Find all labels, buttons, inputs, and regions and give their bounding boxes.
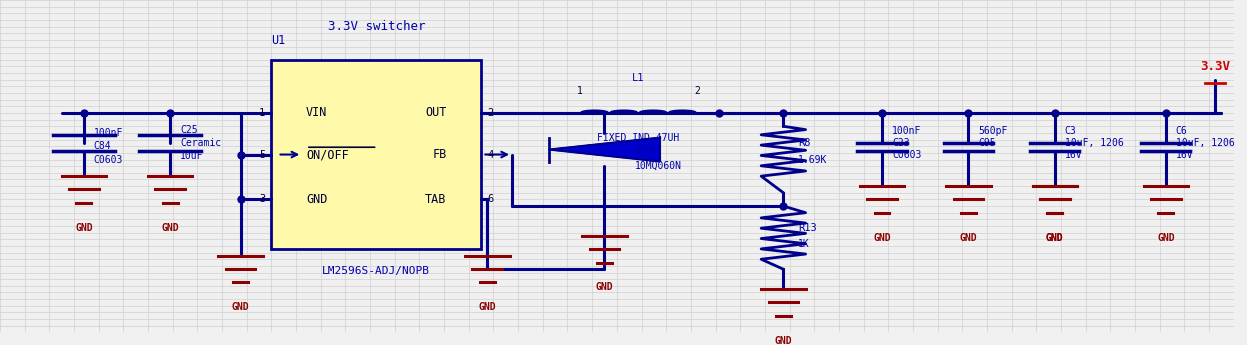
Text: GND: GND [960,233,978,243]
Text: GND: GND [479,303,496,313]
Text: TAB: TAB [425,193,446,206]
Text: 16V: 16V [1065,149,1082,159]
Text: R8: R8 [798,138,811,148]
Text: 2: 2 [488,108,494,118]
Text: GND: GND [596,283,614,293]
Text: LM2596S-ADJ/NOPB: LM2596S-ADJ/NOPB [322,266,430,276]
Text: C0603: C0603 [892,149,922,159]
Text: OUT: OUT [425,107,446,119]
Text: GND: GND [1046,233,1064,243]
Polygon shape [549,138,660,161]
Text: GND: GND [75,223,92,233]
Text: 3: 3 [259,194,266,204]
Text: 3.3V switcher: 3.3V switcher [328,20,425,33]
Text: GND: GND [774,336,792,345]
Text: 10uF, 1206: 10uF, 1206 [1176,138,1235,148]
Text: GND: GND [306,193,327,206]
Text: FIXED IND 47UH: FIXED IND 47UH [597,133,680,143]
Text: C84: C84 [94,141,111,151]
Text: VIN: VIN [306,107,327,119]
Text: 6: 6 [488,194,494,204]
Text: 3.3V: 3.3V [1200,60,1231,73]
Text: ON/OFF: ON/OFF [306,148,349,161]
Text: 10uF: 10uF [180,151,203,161]
Text: D11: D11 [635,145,655,155]
Text: 100nF: 100nF [892,126,922,136]
Text: GND: GND [1046,233,1064,243]
Text: Ceramic: Ceramic [180,138,221,148]
Text: 1: 1 [577,86,582,96]
Text: 16V: 16V [1176,149,1193,159]
Text: GND: GND [232,303,249,313]
FancyBboxPatch shape [272,60,481,249]
Text: 100nF: 100nF [94,128,123,138]
Text: 1.69K: 1.69K [798,155,828,165]
Text: 1K: 1K [798,239,811,249]
Text: FB: FB [433,148,446,161]
Text: 5: 5 [259,149,266,159]
Text: C25: C25 [180,125,198,135]
Text: L1: L1 [632,73,645,83]
Text: U1: U1 [272,33,286,47]
Text: R13: R13 [798,223,817,233]
Text: 2: 2 [695,86,700,96]
Text: C23: C23 [892,138,909,148]
Text: GND: GND [1157,233,1175,243]
Text: 10uF, 1206: 10uF, 1206 [1065,138,1124,148]
Text: GND: GND [161,223,180,233]
Text: 560pF: 560pF [979,126,1008,136]
Text: C6: C6 [1176,126,1187,136]
Text: 4: 4 [488,149,494,159]
Text: C3: C3 [1065,126,1076,136]
Text: GND: GND [873,233,890,243]
Text: 10MQ060N: 10MQ060N [635,161,682,171]
Text: 1: 1 [259,108,266,118]
Text: C0603: C0603 [94,155,123,165]
Text: C95: C95 [979,138,996,148]
